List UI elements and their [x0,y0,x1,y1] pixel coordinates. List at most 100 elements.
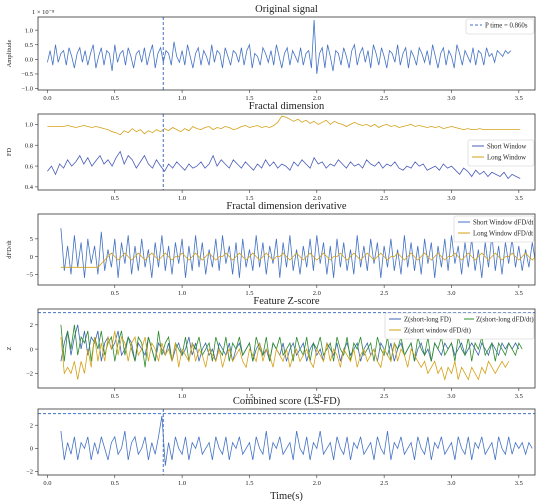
x-tick-label: 1.5 [245,393,253,400]
legend-label: Short Window [487,144,527,151]
x-tick-label: 3.0 [447,393,455,400]
legend-box [467,139,535,167]
x-tick-label: 2.5 [380,480,388,487]
x-tick-label: 2.0 [313,480,321,487]
x-axis-label: Time(s) [270,491,303,502]
legend-label: Z(short-long FD) [404,317,451,324]
series-line-2 [60,252,535,268]
y-axis-label: dFD/dt [6,240,13,259]
x-tick-label: 2.5 [380,393,388,400]
y-axis-label: FD [6,148,13,157]
y-tick-label: 0.4 [25,184,34,191]
x-tick-label: 1.0 [178,290,186,297]
x-tick-label: 0.0 [43,480,51,487]
panel-title: Fractal dimension [249,101,325,112]
legend-extra-entry: Z(short-long dFD/dt) [464,317,534,324]
axis-offset-label: 1 × 10⁻⁸ [32,9,55,16]
y-tick-label: 0.8 [25,142,33,149]
chart-panel-1: Original signal 0.0 0.5 1.0 1.5 2.0 2.5 3.0 3.5 −… [6,4,536,102]
x-tick-label: 1.0 [178,95,186,102]
series-line-2 [47,115,521,136]
legend: Z(short-long FD) Z(short window dFD/dt) [384,312,535,340]
x-tick-label: 2.0 [313,95,321,102]
legend: Short Window dFD/dt Long Window dFD/dt [453,215,535,243]
x-tick-label: 3.5 [515,480,523,487]
x-tick-label: 0.5 [111,290,119,297]
x-tick-label: 0.5 [111,480,119,487]
legend-label: Z(short window dFD/dt) [404,328,471,335]
x-tick-label: 3.0 [447,480,455,487]
chart-panel-5: Combined score (LS-FD) 0.0 0.5 1.0 1.5 2.0 2.5… [26,396,536,502]
y-tick-label: −1.0 [21,86,33,93]
x-tick-label: 3.0 [447,290,455,297]
x-tick-label: 1.5 [245,195,253,202]
x-tick-label: 0.5 [111,393,119,400]
series-line-1 [47,19,512,74]
series-line-2 [60,324,523,368]
legend-label: Long Window dFD/dt [473,231,533,238]
x-tick-label: 1.0 [178,480,186,487]
y-tick-label: 1.0 [25,122,33,129]
series-line-3 [60,330,510,382]
x-tick-label: 2.5 [380,95,388,102]
legend: Short Window Long Window [467,139,535,167]
series-line-1 [60,415,533,466]
x-tick-label: 3.5 [515,393,523,400]
panel-title: Fractal dimension derivative [226,201,346,212]
x-tick-label: 2.5 [380,290,388,297]
series-line-1 [60,228,535,278]
y-tick-label: −2 [26,371,33,378]
x-tick-label: 2.5 [380,195,388,202]
plot-frame [37,113,536,191]
y-tick-label: −5 [26,272,33,279]
legend-box [384,312,535,340]
y-tick-label: −0.5 [21,71,33,78]
panel-title: Original signal [255,4,318,15]
plot-frame [37,213,536,286]
series-line-1 [47,150,521,180]
plot-frame [37,308,536,389]
legend: P time = 0.860s [465,18,535,35]
y-axis-label: Amplitude [6,39,13,67]
y-tick-label: 1.0 [25,27,33,34]
x-tick-label: 2.0 [313,195,321,202]
y-tick-label: 0.6 [25,163,34,170]
plot-frame [37,16,536,91]
x-tick-label: 1.5 [245,290,253,297]
x-tick-label: 1.5 [245,95,253,102]
x-tick-label: 0.0 [43,95,51,102]
y-tick-label: 0 [30,446,33,453]
legend-label: Short Window dFD/dt [473,220,534,227]
panel-title: Combined score (LS-FD) [233,396,341,407]
x-tick-label: 1.0 [178,393,186,400]
legend-label: P time = 0.860s [485,23,528,30]
chart-panel-2: Fractal dimension 0.5 1.0 1.5 2.0 2.5 3.0 3.5 0.… [6,101,536,202]
x-tick-label: 0.5 [111,95,119,102]
x-tick-label: 0.5 [111,195,119,202]
x-tick-label: 3.5 [515,195,523,202]
y-tick-label: 0.0 [25,57,33,64]
y-tick-label: 0 [30,254,33,261]
chart-panel-4: Feature Z-score 0.5 1.0 1.5 2.0 2.5 3.0 3.5 −2 0 2… [6,296,536,400]
y-tick-label: 2 [30,422,33,429]
x-tick-label: 2.0 [313,290,321,297]
y-tick-label: 2 [30,322,33,329]
x-tick-label: 3.5 [515,290,523,297]
y-tick-label: 0 [30,346,33,353]
y-tick-label: −2 [26,469,33,476]
x-tick-label: 2.0 [313,393,321,400]
legend-label: Z(short-long dFD/dt) [476,317,534,324]
legend-label: Long Window [487,155,526,162]
legend-box [465,18,535,35]
y-tick-label: 0.5 [25,42,33,49]
y-tick-label: 5 [30,236,33,243]
x-tick-label: 1.5 [245,480,253,487]
chart-panel-3: Fractal dimension derivative 0.5 1.0 1.5 2.0… [6,201,536,297]
legend-box [453,215,535,243]
plot-frame [37,408,536,476]
x-tick-label: 3.0 [447,95,455,102]
x-tick-label: 1.0 [178,195,186,202]
x-tick-label: 3.0 [447,195,455,202]
panel-title: Feature Z-score [253,296,320,307]
